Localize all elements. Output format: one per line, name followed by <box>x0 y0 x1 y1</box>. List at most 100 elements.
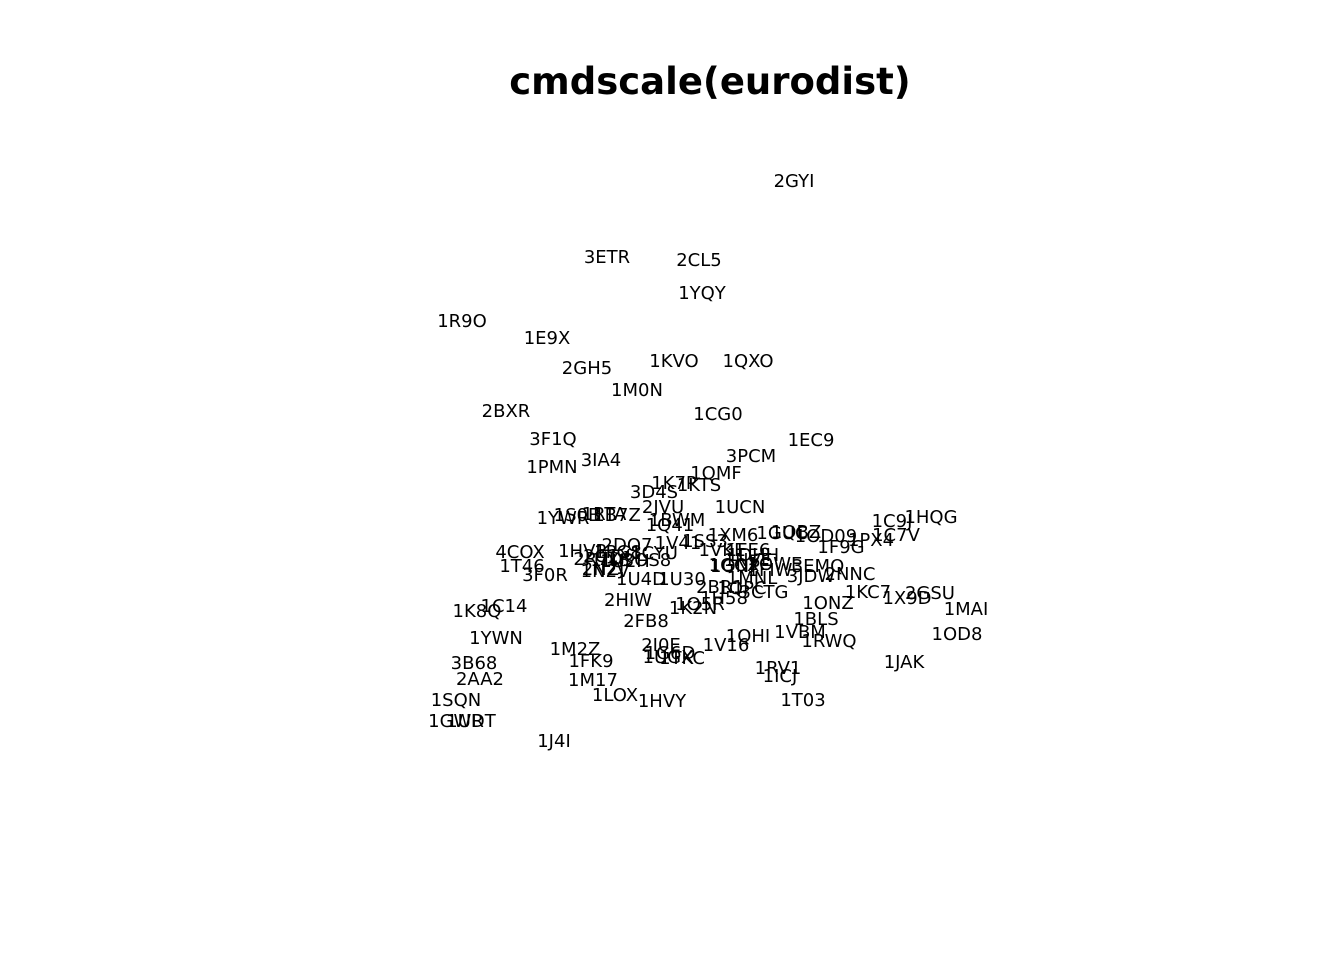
point-label: 2GSU <box>905 583 955 604</box>
point-label: 1C14 <box>481 596 528 617</box>
point-label: 1SS3 <box>682 531 728 552</box>
point-label: 1FIW <box>748 560 793 581</box>
point-label: 1K7P <box>651 473 697 494</box>
point-label: 1K2N <box>669 598 717 619</box>
point-label: 1BWM <box>649 510 706 531</box>
point-label: 1ONP <box>710 556 760 577</box>
point-label: 2NZJ <box>582 559 625 580</box>
point-label: 1OD8 <box>932 624 983 645</box>
point-label: 1HVY <box>638 691 687 712</box>
point-label: 1U4D <box>616 569 666 590</box>
point-label: 1GWR <box>428 711 484 732</box>
point-labels: 2GYI 3ETR 2CL5 1YQY 1R9O 1E9X 1KVO 1QXO 2GH51M0N… <box>428 171 988 752</box>
point-label: 2R7D <box>573 549 622 570</box>
point-label: 1M0N <box>611 380 663 401</box>
point-label: 1YWR <box>537 508 590 529</box>
point-label: 1YWN <box>469 628 523 649</box>
point-label: 1B7Z <box>593 505 641 526</box>
point-label: 1PMN <box>526 457 577 478</box>
point-label: 1S0B <box>554 505 601 526</box>
point-label: 1U2H <box>600 551 650 572</box>
point-label: 1KTS <box>677 475 721 496</box>
point-label: 1RTA <box>582 504 627 525</box>
point-label: 1KC7 <box>845 582 891 603</box>
point-label: 1T46 <box>499 556 544 577</box>
point-label: 1J4I <box>537 731 571 752</box>
point-label: 1PX4 <box>848 530 894 551</box>
point-label: 3OS8 <box>623 550 672 571</box>
point-label: 1K8Q <box>453 601 502 622</box>
point-label: 1C9J <box>872 511 913 532</box>
point-label: 1T03 <box>780 690 825 711</box>
point-label: 1RWQ <box>801 631 856 652</box>
point-label: 2NNC <box>825 564 876 585</box>
point-label: 1TKC <box>659 648 705 669</box>
point-label: 1F9G <box>817 537 864 558</box>
point-label: 2CL5 <box>676 250 722 271</box>
point-label: 2GYI <box>774 171 815 192</box>
point-label: 2JVU <box>642 497 684 518</box>
point-label: 3PCM <box>726 446 776 467</box>
point-label: 1GUC <box>756 523 807 544</box>
point-label: 2GH5 <box>562 358 612 379</box>
point-label: 1CYU <box>630 543 678 564</box>
point-label: 1VBM <box>774 622 826 643</box>
point-label: 1V41 <box>655 533 702 554</box>
chart-title: cmdscale(eurodist) <box>509 60 910 103</box>
point-label: 1QHI <box>726 626 770 647</box>
point-label: 1EC9 <box>788 430 835 451</box>
point-label: 1QPC <box>717 578 766 599</box>
point-label: 1HQG <box>904 507 957 528</box>
point-label: 1X9D <box>882 588 931 609</box>
point-label: 1CG0 <box>693 404 742 425</box>
point-label: 2BR1 <box>696 577 744 598</box>
point-label: 1ONZ <box>802 593 853 614</box>
point-label: 1OWE <box>748 554 803 575</box>
point-label: 3CTG <box>740 582 789 603</box>
point-label: 1MAI <box>944 599 989 620</box>
point-label: 2BXR <box>482 401 531 422</box>
point-label: 3F0R <box>522 565 568 586</box>
point-label: 1ICJ <box>763 666 798 687</box>
point-label: 1C7V <box>872 525 920 546</box>
point-label: 1DHH <box>727 545 779 566</box>
point-label: 1M2Z <box>550 639 601 660</box>
point-label: 1GOX <box>709 555 760 576</box>
point-label: 1LOX <box>592 685 638 706</box>
point-label: 1M17 <box>568 670 618 691</box>
point-label: 1OD09 <box>795 526 857 547</box>
point-label: 1HVR <box>558 541 608 562</box>
point-label: 2C1X <box>583 546 631 567</box>
point-label: 1UGX <box>643 647 694 668</box>
point-label: 3F1Q <box>529 429 576 450</box>
point-label: 1PG8 <box>594 542 642 563</box>
point-label: 1VKE <box>699 540 746 561</box>
point-label: 1U30 <box>658 569 706 590</box>
point-label: 1H58 <box>700 588 748 609</box>
point-label: 1QXO <box>723 351 774 372</box>
point-label: 1FE6 <box>726 540 771 561</box>
point-label: 1Q41 <box>646 515 695 536</box>
point-label: 3B68 <box>451 653 498 674</box>
point-label: 1G6D <box>645 643 696 664</box>
point-label: 2AA2 <box>456 669 504 690</box>
point-label: 1BLS <box>793 609 838 630</box>
point-label: 4COX <box>495 542 544 563</box>
point-label: 1UDT <box>446 711 496 732</box>
point-label: 1V16 <box>703 635 750 656</box>
point-label: 1UCN <box>715 497 766 518</box>
point-label: 1QMF <box>690 463 742 484</box>
point-label: 1N2V <box>581 561 630 582</box>
point-label: 1KVO <box>649 351 698 372</box>
point-label: 1JAK <box>884 652 926 673</box>
point-label: 2I0E <box>641 635 681 656</box>
point-label: 3IA4 <box>581 450 622 471</box>
point-label: 1E9X <box>524 328 571 349</box>
point-label: 1YQY <box>678 283 727 304</box>
point-label: 1QBZ <box>771 522 821 543</box>
point-label: 1XM6 <box>708 525 759 546</box>
point-label: 2HIW <box>604 590 652 611</box>
point-label: 3ETR <box>584 247 630 268</box>
point-label: 1O5R <box>675 594 725 615</box>
